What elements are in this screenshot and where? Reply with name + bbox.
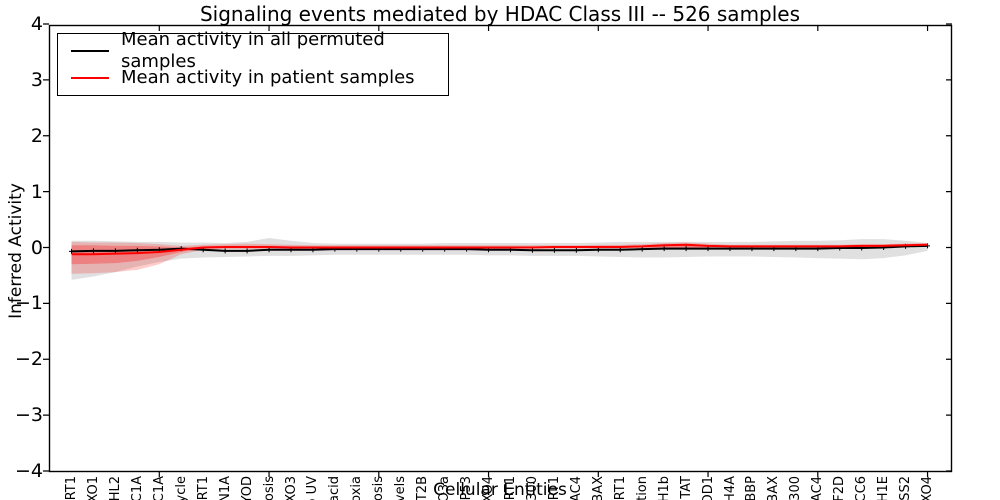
category-label: FOXO1/FHL2/SIRT1 (64, 476, 79, 500)
legend-label-permuted: Mean activity in all permuted samples (121, 29, 385, 73)
category-label: response to nutrient levels (393, 476, 408, 500)
category-label: mol:Lysophosphatidic acid (327, 476, 342, 500)
category-label: EP300 (788, 476, 804, 500)
y-tick-label-−3: −3 (14, 404, 43, 427)
category-label: HIV-1 Tat/SIRT1 (196, 476, 211, 500)
category-label: BAX (766, 476, 782, 500)
y-tick-label-−4: −4 (14, 460, 43, 482)
category-label: SIRT1/FOXO3a (437, 476, 452, 500)
category-label: FHL2 (107, 476, 123, 500)
category-label: CREBBP (744, 476, 759, 500)
category-label: HDAC4 (810, 476, 826, 500)
series-line-patient (71, 243, 928, 256)
y-tick-label-3: 3 (30, 68, 43, 91)
series-line-permuted (71, 244, 928, 253)
category-label: SIRT1/PGC1A (152, 476, 167, 500)
category-label: response to UV (305, 476, 320, 500)
category-label: PPARGC1A (130, 476, 145, 500)
category-label: SIRT1/MEF2D/HDAC4 (569, 476, 584, 500)
category-label: TP53 (459, 476, 475, 500)
y-tick-label-−1: −1 (14, 292, 43, 315)
category-label: SIRT1/FOXO4 (481, 476, 496, 500)
category-label: p53/SIRT1 (613, 476, 628, 500)
category-label: TAT (678, 476, 694, 499)
category-label: apoptosis (262, 476, 277, 500)
y-tick-label-0: 0 (30, 236, 43, 259)
y-tick-label-−2: −2 (14, 348, 43, 371)
legend-item-permuted: Mean activity in all permuted samples (58, 29, 448, 72)
category-label: FOXO3 (283, 476, 299, 500)
y-tick-label-1: 1 (30, 180, 43, 203)
category-label: KU70/SIRT1 (503, 476, 518, 500)
category-label: HIST2H4A (723, 476, 738, 500)
category-label: SIRT1 (546, 476, 562, 500)
chart-title: Signaling events mediated by HDAC Class … (199, 2, 801, 26)
category-label: SIRT1/PCAF/MYOD (240, 476, 255, 500)
permuted-line-swatch (71, 50, 109, 53)
y-ticks (43, 23, 952, 472)
category-label: MYOD1 (700, 476, 716, 500)
category-label: FOXO4 (920, 476, 936, 500)
category-label: KAT2B (415, 476, 431, 500)
category-label: KU70/SIRT1/BAX (591, 476, 606, 500)
category-label: ACSS2 (898, 476, 914, 500)
category-label: CDKN1A (218, 476, 233, 500)
category-label: muscle cell differentiation (635, 476, 650, 500)
legend-box: Mean activity in all permuted samples Me… (57, 29, 449, 96)
category-label: response to hypoxia (349, 476, 364, 500)
x-ticks (158, 25, 929, 477)
plot-border (48, 24, 953, 473)
category-label: regulation of S phase of mitotic cell cy… (174, 476, 189, 500)
category-label: MEF2D (832, 476, 848, 500)
category-label: XRCC6 (854, 476, 870, 500)
legend-item-patient: Mean activity in patient samples (58, 65, 448, 91)
patient-line-swatch (71, 76, 109, 79)
category-label: induction of apoptosis (371, 476, 386, 500)
legend-label-patient: Mean activity in patient samples (121, 66, 415, 88)
y-tick-label-2: 2 (30, 124, 43, 147)
x-axis-label: Cellular Entities (433, 480, 567, 500)
category-label: SIRT1/p300 (525, 476, 540, 500)
y-tick-label-4: 4 (30, 13, 43, 35)
category-label: FOXO1 (85, 476, 101, 500)
category-label: HIST1H1E (876, 476, 891, 500)
category-label: SIRT1/Histone H1b (657, 476, 672, 500)
band-permuted-samples-range (71, 238, 928, 280)
series-markers-permuted (69, 243, 931, 254)
